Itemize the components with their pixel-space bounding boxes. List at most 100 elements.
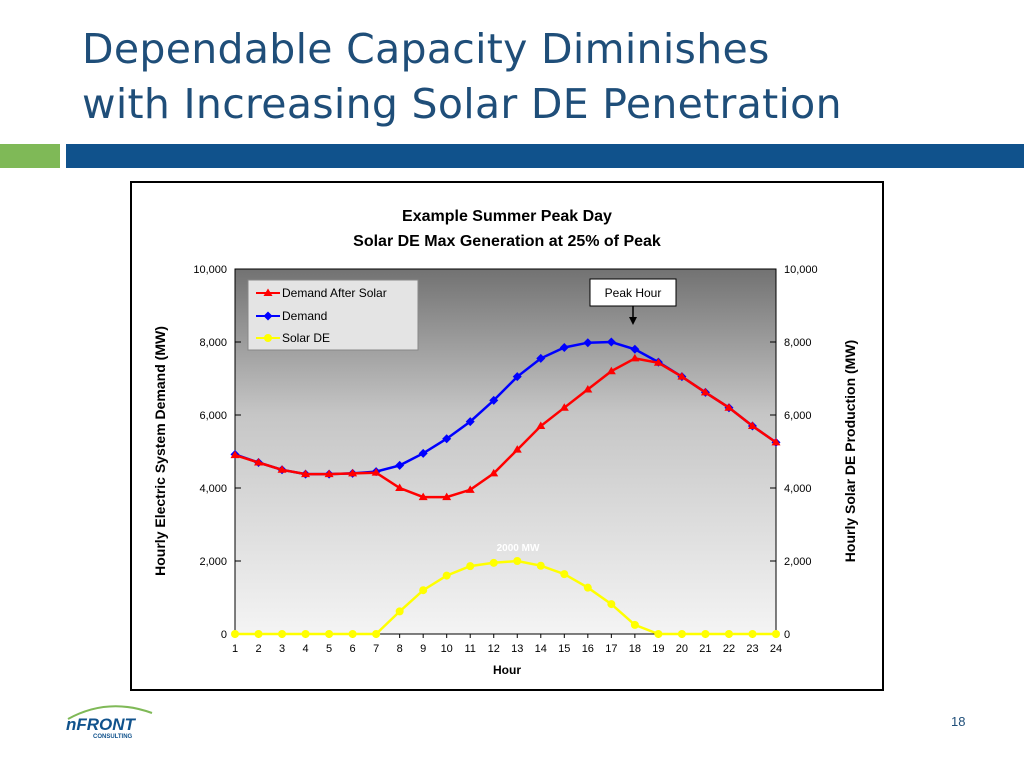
data-point-solar-de <box>583 583 592 592</box>
data-point-demand-after-solar <box>442 492 452 501</box>
slide-title-line-2: with Increasing Solar DE Penetration <box>82 80 842 128</box>
chart-frame: Example Summer Peak Day Solar DE Max Gen… <box>130 181 884 691</box>
data-point-demand-after-solar <box>277 465 287 473</box>
data-point-solar-de <box>278 630 287 638</box>
data-point-demand <box>489 395 499 405</box>
y-tick-label: 4,000 <box>199 483 227 495</box>
data-point-demand <box>465 417 475 427</box>
data-point-solar-de <box>466 562 475 571</box>
y2-axis-title: Hourly Solar DE Production (MW) <box>842 340 858 562</box>
y-axis-title: Hourly Electric System Demand (MW) <box>152 326 168 576</box>
data-point-demand-after-solar <box>465 485 475 493</box>
x-tick-label: 11 <box>465 643 476 655</box>
y-tick-label: 6,000 <box>199 410 227 422</box>
x-tick-label: 20 <box>676 643 688 655</box>
data-point-solar-de <box>254 630 263 638</box>
y-tick-label: 10,000 <box>193 264 227 276</box>
data-point-demand-after-solar <box>512 445 522 453</box>
x-tick-label: 3 <box>279 643 285 655</box>
data-point-demand <box>512 372 522 382</box>
accent-bar-blue <box>66 144 1024 168</box>
data-point-demand-after-solar <box>653 358 663 366</box>
peak-hour-annotation: Peak Hour <box>589 278 677 325</box>
slide-title: Dependable Capacity Diminishes with Incr… <box>82 22 982 132</box>
data-point-solar-de <box>748 630 757 638</box>
data-point-solar-de <box>513 557 522 565</box>
data-point-demand-after-solar <box>583 384 593 393</box>
data-point-demand-after-solar <box>606 366 616 375</box>
x-tick-label: 13 <box>511 643 523 655</box>
page-number: 18 <box>951 714 966 729</box>
x-tick-label: 17 <box>605 643 617 655</box>
data-point-demand <box>606 337 616 347</box>
data-point-solar-de <box>701 630 710 638</box>
data-point-demand-after-solar <box>301 469 311 478</box>
data-point-solar-de <box>560 570 569 579</box>
x-tick-label: 6 <box>350 643 356 655</box>
data-point-demand-after-solar <box>230 450 240 459</box>
data-point-solar-de <box>677 630 686 638</box>
data-point-demand <box>536 353 546 363</box>
legend-label-demand-after-solar: Demand After Solar <box>282 286 387 300</box>
x-tick-label: 7 <box>373 643 379 655</box>
data-point-demand <box>583 338 593 348</box>
x-tick-label: 2 <box>255 643 261 655</box>
x-tick-label: 9 <box>420 643 426 655</box>
data-point-solar-de <box>372 630 381 638</box>
x-tick-label: 4 <box>303 643 309 655</box>
x-tick-label: 24 <box>770 643 782 655</box>
data-point-demand-after-solar <box>700 387 710 396</box>
data-point-demand <box>630 344 640 354</box>
data-point-solar-de <box>231 630 239 638</box>
data-point-demand <box>559 342 569 352</box>
data-point-solar-de <box>630 620 639 629</box>
chart-subtitle: Solar DE Max Generation at 25% of Peak <box>353 233 661 250</box>
data-point-solar-de <box>607 600 616 609</box>
data-point-solar-de <box>395 607 404 616</box>
x-tick-label: 14 <box>535 643 547 655</box>
data-point-demand-after-solar <box>724 403 734 411</box>
x-tick-label: 22 <box>723 643 735 655</box>
data-point-demand-after-solar <box>771 437 781 446</box>
legend-label-solar-de: Solar DE <box>282 331 330 345</box>
y-tick-label: 0 <box>221 629 227 641</box>
data-point-solar-de <box>442 571 451 580</box>
y2-tick-label: 4,000 <box>784 483 812 495</box>
y-tick-label: 8,000 <box>199 337 227 349</box>
data-point-demand <box>418 448 428 458</box>
slide-title-line-1: Dependable Capacity Diminishes <box>82 25 770 73</box>
y-tick-label: 2,000 <box>199 556 227 568</box>
data-point-demand-after-solar <box>489 468 499 477</box>
data-point-demand-after-solar <box>536 421 546 429</box>
y2-tick-label: 8,000 <box>784 337 812 349</box>
x-tick-label: 5 <box>326 643 332 655</box>
data-point-solar-de <box>772 630 780 638</box>
data-point-demand-after-solar <box>395 483 405 491</box>
data-point-demand-after-solar <box>371 468 381 476</box>
data-point-solar-de <box>419 586 428 595</box>
y2-tick-label: 10,000 <box>784 264 818 276</box>
y2-tick-label: 0 <box>784 629 790 641</box>
chart-legend: Demand After Solar Demand Solar DE <box>247 279 419 351</box>
data-point-demand-after-solar <box>254 457 264 466</box>
solar-peak-label: 2000 MW <box>497 543 540 554</box>
nfront-consulting-logo: nFRONT CONSULTING <box>66 705 153 740</box>
logo-wordmark: nFRONT <box>66 715 137 734</box>
data-point-solar-de <box>654 630 663 638</box>
data-point-demand-after-solar <box>418 492 428 501</box>
logo-subtext: CONSULTING <box>93 734 133 740</box>
data-point-solar-de <box>536 561 545 570</box>
accent-bar-green <box>0 144 60 168</box>
peak-hour-label: Peak Hour <box>605 286 662 300</box>
x-tick-label: 8 <box>397 643 403 655</box>
data-point-demand <box>442 434 452 444</box>
series-demand-after-solar <box>230 353 781 501</box>
x-axis-title: Hour <box>493 663 521 677</box>
data-point-demand-after-solar <box>559 403 569 411</box>
x-tick-label: 18 <box>629 643 641 655</box>
data-point-demand <box>395 460 405 470</box>
data-point-solar-de <box>489 558 498 567</box>
x-tick-label: 21 <box>699 643 711 655</box>
series-solar-de <box>231 557 780 638</box>
x-tick-label: 19 <box>652 643 664 655</box>
